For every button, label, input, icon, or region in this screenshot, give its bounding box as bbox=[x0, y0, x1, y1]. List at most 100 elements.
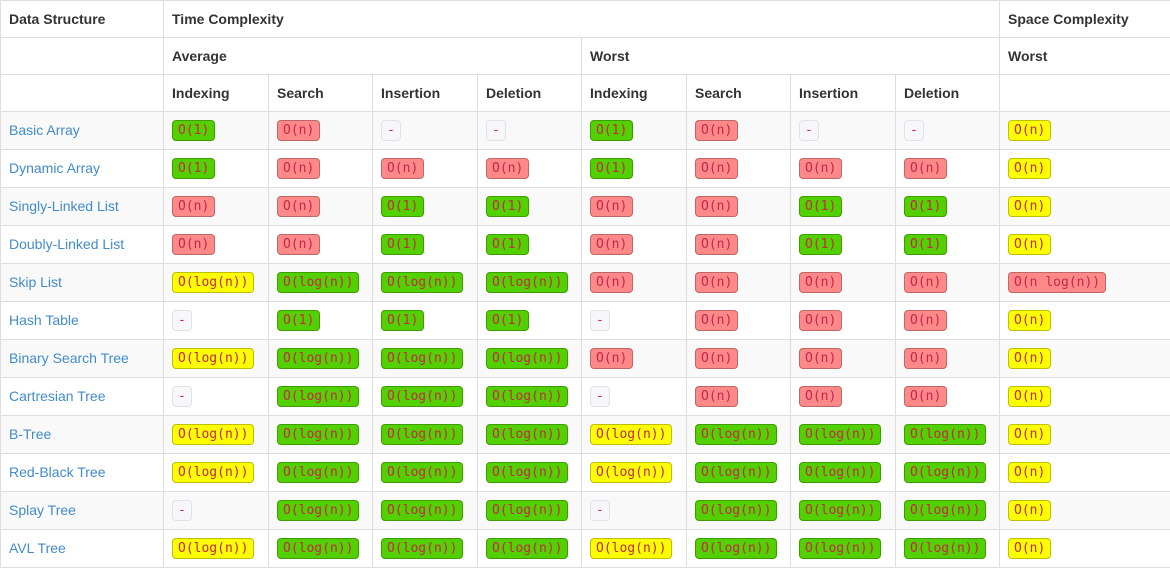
complexity-badge: O(1) bbox=[277, 309, 321, 332]
complexity-cell: - bbox=[372, 111, 478, 150]
header-op-search-avg: Search bbox=[268, 74, 373, 112]
complexity-badge: O(n) bbox=[695, 385, 739, 408]
complexity-cell: - bbox=[581, 491, 687, 530]
complexity-badge: O(log(n)) bbox=[172, 423, 255, 446]
complexity-cell: O(n) bbox=[268, 225, 373, 264]
complexity-cell: O(n) bbox=[268, 149, 373, 188]
complexity-badge: O(log(n)) bbox=[486, 423, 569, 446]
complexity-cell: O(log(n)) bbox=[894, 415, 1001, 454]
data-structure-link[interactable]: Red-Black Tree bbox=[9, 463, 106, 480]
data-structure-cell: AVL Tree bbox=[0, 529, 164, 568]
table-row: Doubly-Linked List O(n) O(n) O(1) O(1) O(n) O… bbox=[0, 225, 1170, 264]
complexity-cell: O(1) bbox=[372, 225, 478, 264]
data-structure-cell: Splay Tree bbox=[0, 491, 164, 530]
complexity-badge: O(n) bbox=[1008, 385, 1052, 408]
data-structure-link[interactable]: B-Tree bbox=[9, 425, 52, 442]
complexity-cell: O(n) bbox=[686, 187, 791, 226]
complexity-cell: O(n) bbox=[894, 377, 1001, 416]
complexity-badge: O(n) bbox=[799, 157, 843, 180]
complexity-cell: O(log(n)) bbox=[372, 377, 478, 416]
data-structure-link[interactable]: Basic Array bbox=[9, 121, 80, 138]
data-structure-link[interactable]: Hash Table bbox=[9, 311, 79, 328]
data-structure-cell: Basic Array bbox=[0, 111, 164, 150]
complexity-badge: - bbox=[381, 119, 401, 142]
data-structure-cell: Red-Black Tree bbox=[0, 453, 164, 492]
complexity-badge: O(log(n)) bbox=[799, 537, 882, 560]
complexity-badge: O(n) bbox=[1008, 537, 1052, 560]
header-average: Average bbox=[163, 37, 582, 75]
complexity-badge: O(n) bbox=[904, 347, 948, 370]
table-row: Singly-Linked List O(n) O(n) O(1) O(1) O(n) O… bbox=[0, 187, 1170, 226]
complexity-cell: O(n) bbox=[581, 339, 687, 378]
complexity-cell: O(n) bbox=[581, 263, 687, 302]
data-structure-link[interactable]: Skip List bbox=[9, 273, 62, 290]
complexity-cell: O(1) bbox=[477, 301, 582, 340]
complexity-cell: O(log(n)) bbox=[581, 415, 687, 454]
data-structure-link[interactable]: Splay Tree bbox=[9, 501, 76, 518]
complexity-cell: O(log(n)) bbox=[477, 491, 582, 530]
complexity-badge: O(log(n)) bbox=[486, 537, 569, 560]
complexity-cell: O(n) bbox=[372, 149, 478, 188]
data-structure-link[interactable]: AVL Tree bbox=[9, 539, 66, 556]
complexity-badge: O(log(n)) bbox=[695, 499, 778, 522]
complexity-cell: O(n) bbox=[999, 225, 1170, 264]
complexity-cell: O(log(n)) bbox=[477, 377, 582, 416]
complexity-cell: O(n) bbox=[999, 415, 1170, 454]
data-structure-link[interactable]: Binary Search Tree bbox=[9, 349, 129, 366]
complexity-cell: O(log(n)) bbox=[268, 263, 373, 302]
complexity-cell: - bbox=[581, 301, 687, 340]
complexity-badge: O(1) bbox=[381, 309, 425, 332]
complexity-badge: O(n) bbox=[277, 119, 321, 142]
complexity-cell: O(1) bbox=[372, 301, 478, 340]
complexity-cell: O(n) bbox=[686, 263, 791, 302]
complexity-cell: - bbox=[581, 377, 687, 416]
table-row: Hash Table - O(1) O(1) O(1) - O(n) O(n) O(n) O(n… bbox=[0, 301, 1170, 340]
complexity-badge: O(log(n)) bbox=[799, 461, 882, 484]
complexity-cell: O(log(n)) bbox=[372, 339, 478, 378]
complexity-badge: O(n) bbox=[695, 309, 739, 332]
complexity-badge: O(log(n)) bbox=[277, 423, 360, 446]
complexity-cell: O(log(n)) bbox=[581, 529, 687, 568]
complexity-badge: O(log(n)) bbox=[486, 499, 569, 522]
complexity-cell: O(n) bbox=[894, 149, 1001, 188]
data-structure-cell: Skip List bbox=[0, 263, 164, 302]
data-structure-cell: Binary Search Tree bbox=[0, 339, 164, 378]
complexity-cell: O(n) bbox=[790, 263, 896, 302]
complexity-cell: O(1) bbox=[372, 187, 478, 226]
complexity-cell: - bbox=[163, 377, 269, 416]
complexity-badge: - bbox=[486, 119, 506, 142]
table-row: B-Tree O(log(n)) O(log(n)) O(log(n)) O(log(… bbox=[0, 415, 1170, 454]
complexity-badge: O(log(n)) bbox=[695, 537, 778, 560]
complexity-badge: O(log(n)) bbox=[172, 537, 255, 560]
complexity-badge: O(log(n)) bbox=[695, 461, 778, 484]
complexity-cell: O(log(n)) bbox=[477, 263, 582, 302]
complexity-badge: O(n) bbox=[695, 119, 739, 142]
complexity-badge: O(1) bbox=[172, 119, 216, 142]
complexity-cell: O(n) bbox=[999, 529, 1170, 568]
complexity-cell: O(n) bbox=[999, 301, 1170, 340]
complexity-cell: O(1) bbox=[477, 187, 582, 226]
data-structure-link[interactable]: Singly-Linked List bbox=[9, 197, 119, 214]
complexity-badge: O(log(n)) bbox=[486, 347, 569, 370]
complexity-cell: O(log(n)) bbox=[477, 339, 582, 378]
table-row: Basic Array O(1) O(n) - - O(1) O(n) - - O(n) bbox=[0, 111, 1170, 150]
table-row: Cartresian Tree - O(log(n)) O(log(n)) O(log… bbox=[0, 377, 1170, 416]
complexity-badge: O(log(n)) bbox=[277, 271, 360, 294]
data-structure-link[interactable]: Doubly-Linked List bbox=[9, 235, 125, 252]
complexity-cell: O(n) bbox=[477, 149, 582, 188]
data-structure-link[interactable]: Dynamic Array bbox=[9, 159, 101, 176]
complexity-cell: O(log(n)) bbox=[163, 529, 269, 568]
complexity-cell: O(log(n)) bbox=[790, 529, 896, 568]
complexity-badge: O(n) bbox=[799, 385, 843, 408]
complexity-badge: O(n) bbox=[904, 271, 948, 294]
complexity-badge: O(n) bbox=[799, 309, 843, 332]
complexity-cell: O(n) bbox=[686, 339, 791, 378]
data-structure-cell: B-Tree bbox=[0, 415, 164, 454]
complexity-badge: O(1) bbox=[381, 233, 425, 256]
data-structure-link[interactable]: Cartresian Tree bbox=[9, 387, 106, 404]
complexity-cell: O(n log(n)) bbox=[999, 263, 1170, 302]
complexity-badge: O(1) bbox=[486, 195, 530, 218]
table-row: AVL Tree O(log(n)) O(log(n)) O(log(n)) O(lo… bbox=[0, 529, 1170, 568]
header-op-indexing-worst: Indexing bbox=[581, 74, 687, 112]
